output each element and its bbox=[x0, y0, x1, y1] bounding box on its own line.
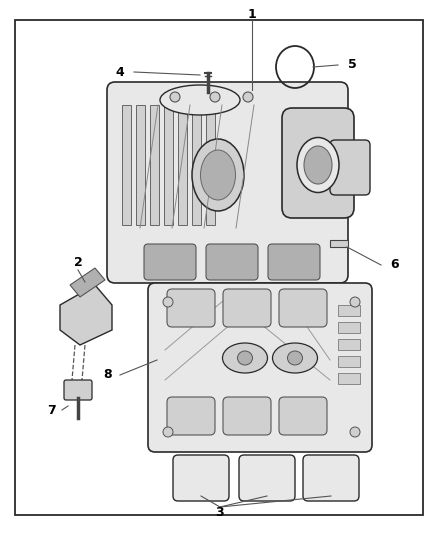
FancyBboxPatch shape bbox=[279, 397, 327, 435]
FancyBboxPatch shape bbox=[330, 140, 370, 195]
Ellipse shape bbox=[297, 138, 339, 192]
Ellipse shape bbox=[170, 92, 180, 102]
Ellipse shape bbox=[160, 85, 240, 115]
Text: 5: 5 bbox=[348, 59, 357, 71]
FancyBboxPatch shape bbox=[282, 108, 354, 218]
Bar bbox=[192, 105, 201, 225]
Ellipse shape bbox=[223, 343, 268, 373]
Ellipse shape bbox=[210, 92, 220, 102]
FancyBboxPatch shape bbox=[173, 455, 229, 501]
Text: 4: 4 bbox=[116, 66, 124, 78]
Bar bbox=[178, 105, 187, 225]
Bar bbox=[338, 373, 360, 384]
FancyBboxPatch shape bbox=[268, 244, 320, 280]
FancyBboxPatch shape bbox=[279, 289, 327, 327]
Ellipse shape bbox=[201, 150, 236, 200]
Ellipse shape bbox=[287, 351, 303, 365]
FancyBboxPatch shape bbox=[167, 397, 215, 435]
Ellipse shape bbox=[272, 343, 318, 373]
FancyBboxPatch shape bbox=[303, 455, 359, 501]
Bar bbox=[338, 322, 360, 333]
Bar bbox=[330, 240, 348, 247]
FancyBboxPatch shape bbox=[144, 244, 196, 280]
Bar bbox=[338, 305, 360, 316]
Polygon shape bbox=[60, 285, 112, 345]
Text: 1: 1 bbox=[247, 7, 256, 20]
Text: 2: 2 bbox=[74, 255, 82, 269]
Bar bbox=[206, 105, 215, 225]
FancyBboxPatch shape bbox=[148, 283, 372, 452]
Ellipse shape bbox=[304, 146, 332, 184]
Bar bbox=[136, 105, 145, 225]
Bar bbox=[150, 105, 159, 225]
FancyBboxPatch shape bbox=[223, 397, 271, 435]
Ellipse shape bbox=[243, 92, 253, 102]
Text: 8: 8 bbox=[104, 368, 112, 382]
Ellipse shape bbox=[163, 427, 173, 437]
Polygon shape bbox=[70, 268, 105, 297]
Text: 7: 7 bbox=[48, 403, 57, 416]
FancyBboxPatch shape bbox=[239, 455, 295, 501]
FancyBboxPatch shape bbox=[206, 244, 258, 280]
Ellipse shape bbox=[237, 351, 252, 365]
FancyBboxPatch shape bbox=[223, 289, 271, 327]
Text: 3: 3 bbox=[215, 505, 224, 519]
Ellipse shape bbox=[350, 427, 360, 437]
FancyBboxPatch shape bbox=[64, 380, 92, 400]
Bar bbox=[338, 356, 360, 367]
FancyBboxPatch shape bbox=[107, 82, 348, 283]
Ellipse shape bbox=[163, 297, 173, 307]
Bar bbox=[122, 105, 131, 225]
Ellipse shape bbox=[350, 297, 360, 307]
Bar bbox=[338, 339, 360, 350]
FancyBboxPatch shape bbox=[167, 289, 215, 327]
Ellipse shape bbox=[192, 139, 244, 211]
Bar bbox=[164, 105, 173, 225]
Text: 6: 6 bbox=[391, 259, 399, 271]
